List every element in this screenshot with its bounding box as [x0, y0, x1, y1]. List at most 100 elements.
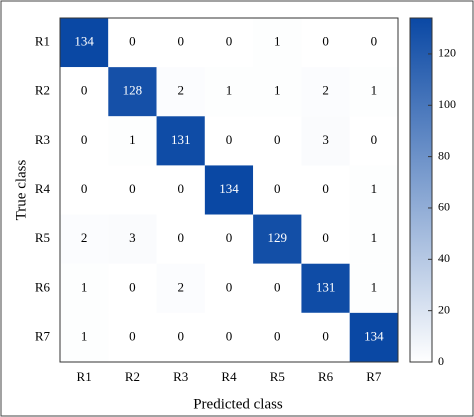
cell-label: 1 — [274, 83, 281, 98]
cell-label: 0 — [322, 230, 329, 245]
cell — [253, 18, 302, 68]
cell — [301, 165, 350, 215]
cell — [253, 263, 302, 313]
x-tick-label: R5 — [270, 369, 285, 384]
x-tick-label: R1 — [77, 369, 92, 384]
cell-label: 0 — [177, 230, 184, 245]
cell — [349, 263, 398, 313]
cell-label: 129 — [268, 230, 288, 245]
cell — [108, 165, 157, 215]
cell — [301, 263, 350, 313]
cell — [349, 67, 398, 117]
cell-label: 0 — [129, 328, 136, 343]
cell — [60, 116, 109, 166]
cell-label: 1 — [371, 230, 378, 245]
cell-label: 0 — [322, 34, 329, 49]
colorbar-tick-label: 60 — [438, 200, 450, 214]
cell-label: 0 — [226, 230, 233, 245]
cell — [253, 67, 302, 117]
x-axis-label: Predicted class — [193, 396, 283, 412]
cell — [108, 312, 157, 362]
cell-label: 0 — [226, 328, 233, 343]
cell-label: 1 — [274, 34, 281, 49]
cell-label: 1 — [81, 328, 88, 343]
cell-label: 0 — [129, 279, 136, 294]
cell — [156, 214, 205, 264]
x-tick-label: R6 — [318, 369, 334, 384]
colorbar — [409, 17, 433, 363]
x-tick-label: R3 — [173, 369, 188, 384]
y-axis-label: True class — [13, 159, 29, 220]
colorbar-tick-label: 40 — [438, 251, 450, 265]
cell-label: 0 — [177, 181, 184, 196]
cell-label: 3 — [322, 132, 329, 147]
cell — [60, 165, 109, 215]
cell-label: 0 — [226, 34, 233, 49]
cell — [60, 67, 109, 117]
cell-label: 0 — [129, 181, 136, 196]
x-tick-label: R7 — [366, 369, 382, 384]
cell — [156, 165, 205, 215]
cell — [349, 116, 398, 166]
cell-label: 2 — [177, 83, 184, 98]
cell-label: 128 — [123, 83, 143, 98]
cell-label: 1 — [81, 279, 88, 294]
cell — [156, 312, 205, 362]
cell — [60, 18, 109, 68]
cell — [156, 263, 205, 313]
colorbar-tick-label: 0 — [438, 354, 444, 368]
cell-label: 134 — [74, 34, 94, 49]
colorbar-tick-label: 20 — [438, 302, 450, 316]
cell-label: 0 — [81, 132, 88, 147]
cell — [301, 214, 350, 264]
cell — [301, 116, 350, 166]
cell — [108, 18, 157, 68]
x-tick-label: R2 — [125, 369, 140, 384]
cell — [204, 312, 254, 362]
y-tick-label: R5 — [35, 230, 50, 245]
cell-label: 0 — [177, 34, 184, 49]
cell — [204, 116, 254, 166]
cell — [60, 214, 109, 264]
cell — [349, 18, 398, 68]
cell — [253, 165, 302, 215]
cell — [301, 18, 350, 68]
colorbar-tick-label: 80 — [438, 148, 450, 162]
colorbar-tick-label: 100 — [438, 97, 456, 111]
cell — [156, 67, 205, 117]
cell — [204, 67, 254, 117]
y-tick-label: R3 — [35, 132, 50, 147]
cell-label: 134 — [219, 181, 239, 196]
cell-label: 0 — [177, 328, 184, 343]
cell-label: 0 — [226, 279, 233, 294]
cell — [60, 263, 109, 313]
cell-label: 0 — [274, 328, 281, 343]
cell — [204, 263, 254, 313]
cell-label: 0 — [322, 328, 329, 343]
cell — [108, 116, 157, 166]
x-tick-label: R4 — [221, 369, 237, 384]
cell — [349, 312, 398, 362]
cell-label: 0 — [81, 181, 88, 196]
cell — [301, 312, 350, 362]
cell — [108, 214, 157, 264]
cell-label: 131 — [171, 132, 191, 147]
cell — [156, 116, 205, 166]
cell — [108, 263, 157, 313]
cell — [204, 165, 254, 215]
cell — [156, 18, 205, 68]
cell-label: 1 — [129, 132, 136, 147]
cell-label: 0 — [274, 181, 281, 196]
cell-label: 1 — [371, 181, 378, 196]
cell-label: 131 — [316, 279, 336, 294]
colorbar-tick-label: 120 — [438, 46, 456, 60]
cell-label: 0 — [226, 132, 233, 147]
cell — [301, 67, 350, 117]
y-tick-label: R1 — [35, 34, 50, 49]
cell-label: 3 — [129, 230, 136, 245]
cell-label: 0 — [371, 132, 378, 147]
cell — [253, 116, 302, 166]
cell-label: 0 — [322, 181, 329, 196]
